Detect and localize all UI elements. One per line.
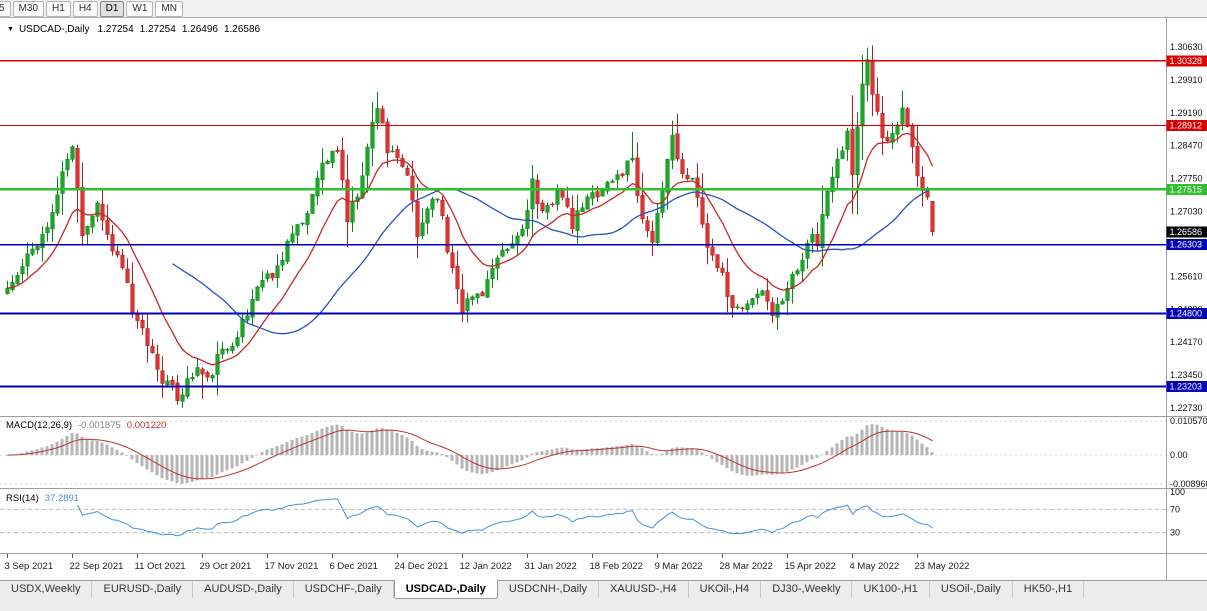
macd-indicator-label: MACD(12,26,9) -0.001875 0.001220 — [6, 420, 166, 431]
svg-text:29 Oct 2021: 29 Oct 2021 — [200, 561, 252, 572]
svg-text:1.22730: 1.22730 — [1170, 403, 1203, 413]
chart-svg[interactable]: 1.30630 1.29910 1.29190 1.28470 1.27750 1.270… — [0, 18, 1207, 580]
svg-text:22 Sep 2021: 22 Sep 2021 — [70, 561, 124, 572]
svg-text:6 Dec 2021: 6 Dec 2021 — [330, 561, 379, 572]
svg-text:1.28912: 1.28912 — [1170, 121, 1203, 131]
chart-tab-ukoil-h4[interactable]: UKOil-,H4 — [689, 581, 762, 598]
chart-tab-hk50-h1[interactable]: HK50-,H1 — [1013, 581, 1085, 598]
chart-tab-bar: USDX,Weekly EURUSD-,Daily AUDUSD-,Daily USD… — [0, 580, 1207, 611]
rsi-name: RSI(14) — [6, 493, 39, 504]
svg-text:9 Mar 2022: 9 Mar 2022 — [655, 561, 703, 572]
svg-text:1.24800: 1.24800 — [1170, 308, 1203, 318]
svg-text:23 May 2022: 23 May 2022 — [915, 561, 970, 572]
timeframe-button-h1[interactable]: H1 — [46, 0, 71, 17]
chart-tab-usdchf-daily[interactable]: USDCHF-,Daily — [294, 581, 394, 598]
svg-text:1.27750: 1.27750 — [1170, 174, 1203, 184]
svg-text:1.26303: 1.26303 — [1170, 240, 1203, 250]
svg-text:18 Feb 2022: 18 Feb 2022 — [590, 561, 643, 572]
svg-text:1.28470: 1.28470 — [1170, 141, 1203, 151]
macd-signal-value: 0.001220 — [126, 420, 167, 431]
timeframe-button-mn[interactable]: MN — [155, 0, 183, 17]
price-axis: 1.30630 1.29910 1.29190 1.28470 1.27750 1.270… — [1166, 42, 1207, 538]
chart-tab-uk100-h1[interactable]: UK100-,H1 — [852, 581, 930, 598]
svg-text:3 Sep 2021: 3 Sep 2021 — [5, 561, 54, 572]
ohlc-open-value: 1.27254 — [97, 24, 134, 35]
svg-text:70: 70 — [1170, 504, 1180, 514]
svg-text:1.29190: 1.29190 — [1170, 108, 1203, 118]
panel-separators — [0, 18, 1207, 580]
svg-text:1.23450: 1.23450 — [1170, 370, 1203, 380]
timeframe-button-w1[interactable]: W1 — [126, 0, 154, 17]
chart-tab-usoil-daily[interactable]: USOil-,Daily — [930, 581, 1013, 598]
chart-tab-usdcad-daily[interactable]: USDCAD-,Daily — [393, 580, 498, 599]
svg-text:31 Jan 2022: 31 Jan 2022 — [525, 561, 577, 572]
chart-title: ▼ USDCAD-,Daily 1.27254 1.27254 1.26496 1.265… — [7, 24, 266, 35]
svg-text:100: 100 — [1170, 487, 1185, 497]
chart-symbol-label: USDCAD-,Daily — [18, 24, 90, 35]
chart-region[interactable]: 1.30630 1.29910 1.29190 1.28470 1.27750 1.270… — [0, 18, 1207, 580]
ohlc-close-value: 1.26586 — [223, 24, 261, 35]
svg-text:1.23203: 1.23203 — [1170, 381, 1203, 391]
svg-text:1.27030: 1.27030 — [1170, 207, 1203, 217]
symbol-dropdown-icon[interactable]: ▼ — [7, 26, 14, 33]
svg-text:0.00: 0.00 — [1170, 450, 1188, 460]
timeframe-button-5[interactable]: 5 — [0, 0, 11, 17]
time-axis: 3 Sep 2021 22 Sep 2021 11 Oct 2021 29 Oct 2… — [5, 554, 970, 572]
ohlc-low-value: 1.26496 — [181, 24, 218, 35]
ohlc-high-value: 1.27254 — [139, 24, 176, 35]
svg-text:15 Apr 2022: 15 Apr 2022 — [785, 561, 836, 572]
svg-text:30: 30 — [1170, 528, 1180, 538]
timeframe-toolbar: 5 M30 H1 H4 D1 W1 MN — [0, 0, 1207, 18]
svg-text:17 Nov 2021: 17 Nov 2021 — [265, 561, 319, 572]
chart-tab-usdx-weekly[interactable]: USDX,Weekly — [0, 581, 93, 598]
chart-tab-xauusd-h4[interactable]: XAUUSD-,H4 — [599, 581, 689, 598]
svg-text:1.30328: 1.30328 — [1170, 56, 1203, 66]
svg-text:28 Mar 2022: 28 Mar 2022 — [720, 561, 773, 572]
svg-text:-0.008960: -0.008960 — [1170, 479, 1207, 489]
svg-text:1.29910: 1.29910 — [1170, 75, 1203, 85]
svg-text:1.24170: 1.24170 — [1170, 337, 1203, 347]
svg-text:4 May 2022: 4 May 2022 — [850, 561, 900, 572]
rsi-indicator-label: RSI(14) 37.2891 — [6, 493, 79, 504]
price-panel-plot — [0, 45, 1166, 408]
svg-text:12 Jan 2022: 12 Jan 2022 — [460, 561, 512, 572]
timeframe-button-h4[interactable]: H4 — [72, 0, 98, 17]
chart-tab-usdcnh-daily[interactable]: USDCNH-,Daily — [498, 581, 600, 598]
timeframe-button-m30[interactable]: M30 — [12, 0, 45, 17]
svg-text:1.26586: 1.26586 — [1170, 227, 1203, 237]
macd-name: MACD(12,26,9) — [6, 420, 72, 431]
svg-text:24 Dec 2021: 24 Dec 2021 — [395, 561, 449, 572]
chart-tab-dj30-weekly[interactable]: DJ30-,Weekly — [761, 581, 853, 598]
svg-text:0.010570: 0.010570 — [1170, 416, 1207, 426]
timeframe-button-d1[interactable]: D1 — [99, 0, 125, 17]
rsi-panel-plot — [0, 498, 1166, 537]
svg-text:1.25610: 1.25610 — [1170, 271, 1203, 281]
macd-main-value: -0.001875 — [78, 420, 121, 431]
chart-tab-audusd-daily[interactable]: AUDUSD-,Daily — [193, 581, 294, 598]
chart-tab-eurusd-daily[interactable]: EURUSD-,Daily — [92, 581, 194, 598]
svg-text:1.27515: 1.27515 — [1170, 184, 1203, 194]
svg-text:11 Oct 2021: 11 Oct 2021 — [135, 561, 186, 572]
rsi-value: 37.2891 — [44, 493, 80, 504]
svg-text:1.30630: 1.30630 — [1170, 42, 1203, 52]
macd-panel-plot — [0, 420, 1166, 485]
